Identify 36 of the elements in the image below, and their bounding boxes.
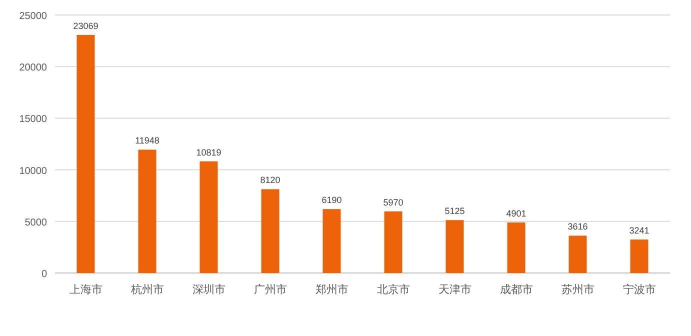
bar bbox=[507, 222, 526, 273]
y-tick-label: 15000 bbox=[19, 114, 48, 126]
data-label: 11948 bbox=[135, 136, 160, 146]
bar bbox=[261, 189, 280, 273]
x-tick-label: 广州市 bbox=[254, 283, 287, 296]
y-tick-label: 10000 bbox=[19, 166, 48, 177]
x-tick-label: 深圳市 bbox=[192, 283, 226, 296]
data-label: 5125 bbox=[444, 206, 465, 216]
bar bbox=[200, 161, 218, 273]
y-tick-label: 5000 bbox=[24, 217, 48, 228]
bar bbox=[138, 150, 156, 273]
data-label: 5970 bbox=[383, 197, 404, 208]
data-label: 8120 bbox=[260, 175, 280, 186]
y-tick-label: 20000 bbox=[19, 62, 48, 74]
x-tick-label: 天津市 bbox=[438, 283, 472, 296]
x-tick-label: 郑州市 bbox=[315, 283, 348, 296]
bar bbox=[446, 220, 464, 273]
bar bbox=[322, 209, 341, 273]
data-label: 23069 bbox=[73, 20, 98, 31]
x-tick-label: 北京市 bbox=[376, 283, 410, 296]
data-label: 4901 bbox=[506, 208, 526, 218]
x-tick-label: 苏州市 bbox=[561, 283, 594, 296]
data-label: 6190 bbox=[322, 195, 342, 206]
bar bbox=[384, 211, 402, 273]
x-tick-label: 宁波市 bbox=[622, 283, 656, 296]
bar bbox=[630, 240, 648, 273]
bar bbox=[568, 236, 587, 273]
y-tick-label: 25000 bbox=[19, 11, 48, 22]
data-label: 3616 bbox=[568, 222, 588, 232]
x-tick-label: 成都市 bbox=[500, 283, 533, 296]
x-tick-label: 上海市 bbox=[69, 283, 102, 296]
y-tick-label: 0 bbox=[41, 269, 48, 280]
data-label: 3241 bbox=[629, 226, 650, 236]
x-tick-label: 杭州市 bbox=[130, 283, 164, 296]
data-label: 10819 bbox=[196, 147, 222, 158]
bar bbox=[76, 34, 95, 273]
